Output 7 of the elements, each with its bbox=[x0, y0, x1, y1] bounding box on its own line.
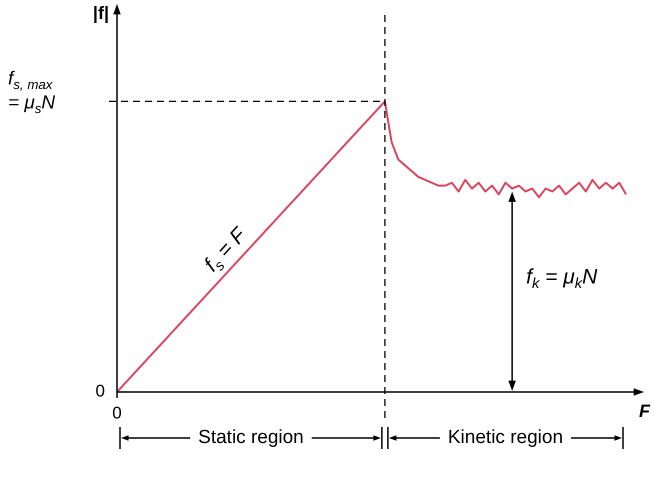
text: Kinetic region bbox=[448, 427, 564, 448]
annotation: fs = F bbox=[200, 222, 252, 276]
y-axis-title: |f| bbox=[92, 2, 110, 23]
text: 0 bbox=[112, 404, 122, 423]
x-axis-title: F bbox=[639, 400, 652, 421]
text: Static region bbox=[198, 427, 304, 448]
text: 0 bbox=[96, 382, 106, 401]
